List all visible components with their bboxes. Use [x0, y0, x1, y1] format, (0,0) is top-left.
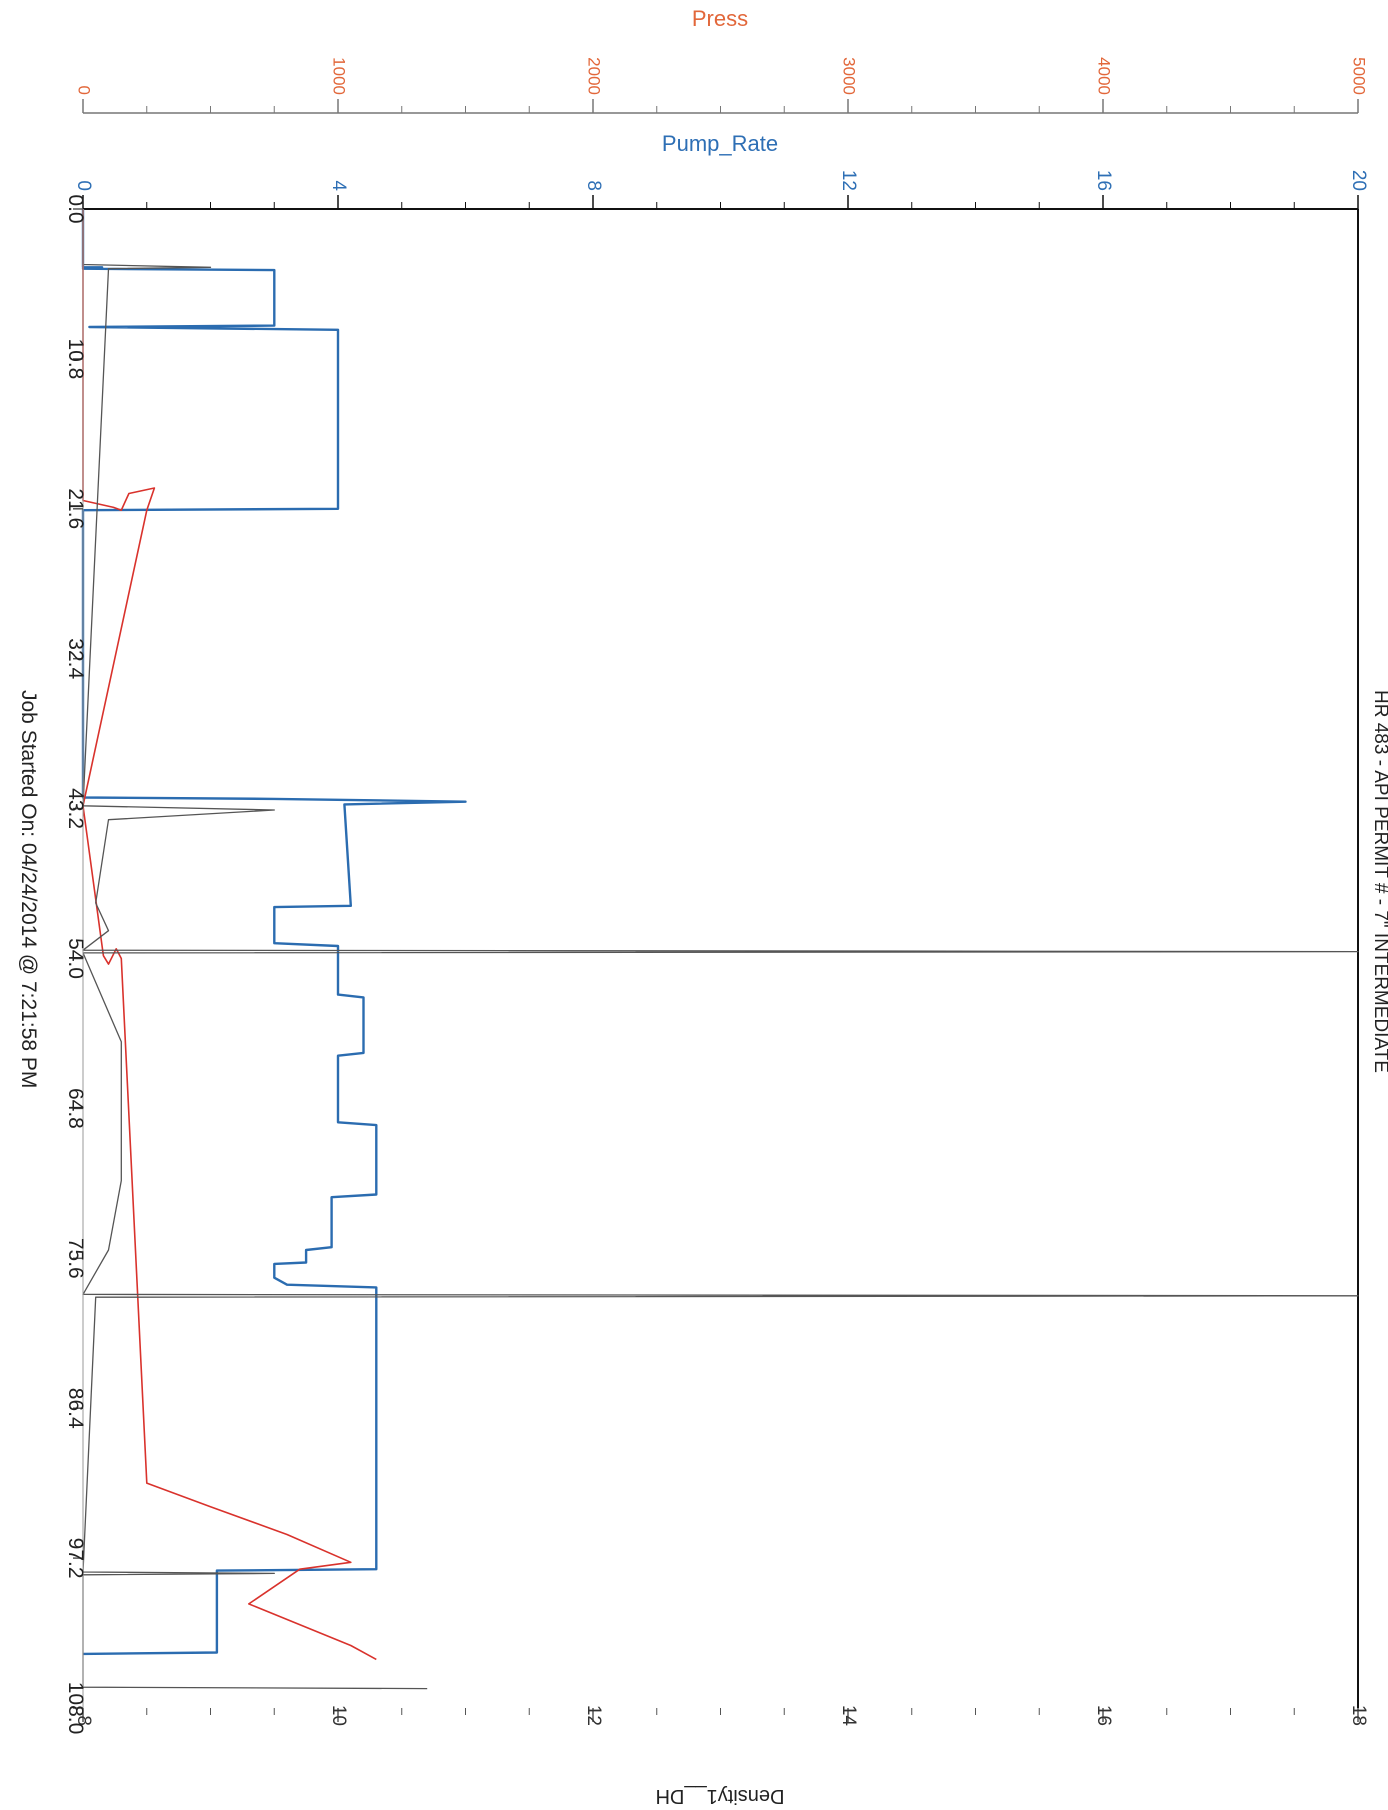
- density-axis-label: Density1__DH: [656, 1785, 785, 1807]
- density-tick-label: 18: [1348, 1705, 1369, 1726]
- press-tick-label: 3000: [840, 57, 859, 95]
- press-tick-label: 4000: [1095, 57, 1114, 95]
- time-tick-label: 21.6: [64, 488, 87, 529]
- density-tick-label: 16: [1093, 1705, 1114, 1726]
- pump-rate-series-line: [81, 209, 467, 1656]
- press-tick-label: 5000: [1350, 57, 1369, 95]
- time-tick-label: 64.8: [64, 1088, 87, 1129]
- press-tick-label: 0: [75, 86, 94, 95]
- time-tick-label: 43.2: [64, 788, 87, 829]
- axis-layer: 0 1000 2000 3000 4000 5000 0 4 8 12 16 20 8 10 12 14 16 1…: [64, 57, 1369, 1734]
- time-tick-label: 97.2: [64, 1538, 87, 1579]
- press-tick-label: 2000: [585, 57, 604, 95]
- density-tick-label: 14: [838, 1705, 859, 1727]
- time-tick-label: 0.0: [64, 194, 87, 223]
- series-layer: [81, 209, 1359, 1690]
- press-tick-label: 1000: [330, 57, 349, 95]
- plot-frame: [82, 208, 1359, 1708]
- time-tick-label: 86.4: [64, 1388, 87, 1429]
- pump-rate-tick-label: 8: [583, 180, 604, 191]
- pump-rate-tick-label: 12: [838, 170, 859, 191]
- pump-rate-tick-label: 0: [73, 180, 94, 191]
- chart-title: HR 483 - API PERMIT # - 7" INTERMEDIATE: [1370, 690, 1388, 1073]
- time-tick-label: 10.8: [64, 338, 87, 379]
- press-series-line: [82, 209, 377, 1661]
- pump-rate-axis-label: Pump_Rate: [662, 131, 778, 156]
- pump-rate-tick-label: 4: [328, 180, 349, 191]
- pump-rate-tick-label: 20: [1348, 170, 1369, 191]
- density-tick-label: 10: [328, 1705, 349, 1726]
- job-start-footer: Job Started On: 04/24/2014 @ 7:21:58 PM: [17, 690, 40, 1088]
- pump-rate-tick-label: 16: [1093, 170, 1114, 191]
- density-tick-label: 12: [583, 1705, 604, 1726]
- time-tick-label: 75.6: [64, 1238, 87, 1279]
- density-series-line: [82, 209, 1359, 1690]
- time-tick-label: 32.4: [64, 638, 87, 679]
- time-tick-label: 108.0: [64, 1682, 87, 1735]
- time-tick-label: 54.0: [64, 938, 87, 979]
- press-axis-label: Press: [692, 6, 748, 31]
- density-tick-label: 8: [73, 1715, 94, 1726]
